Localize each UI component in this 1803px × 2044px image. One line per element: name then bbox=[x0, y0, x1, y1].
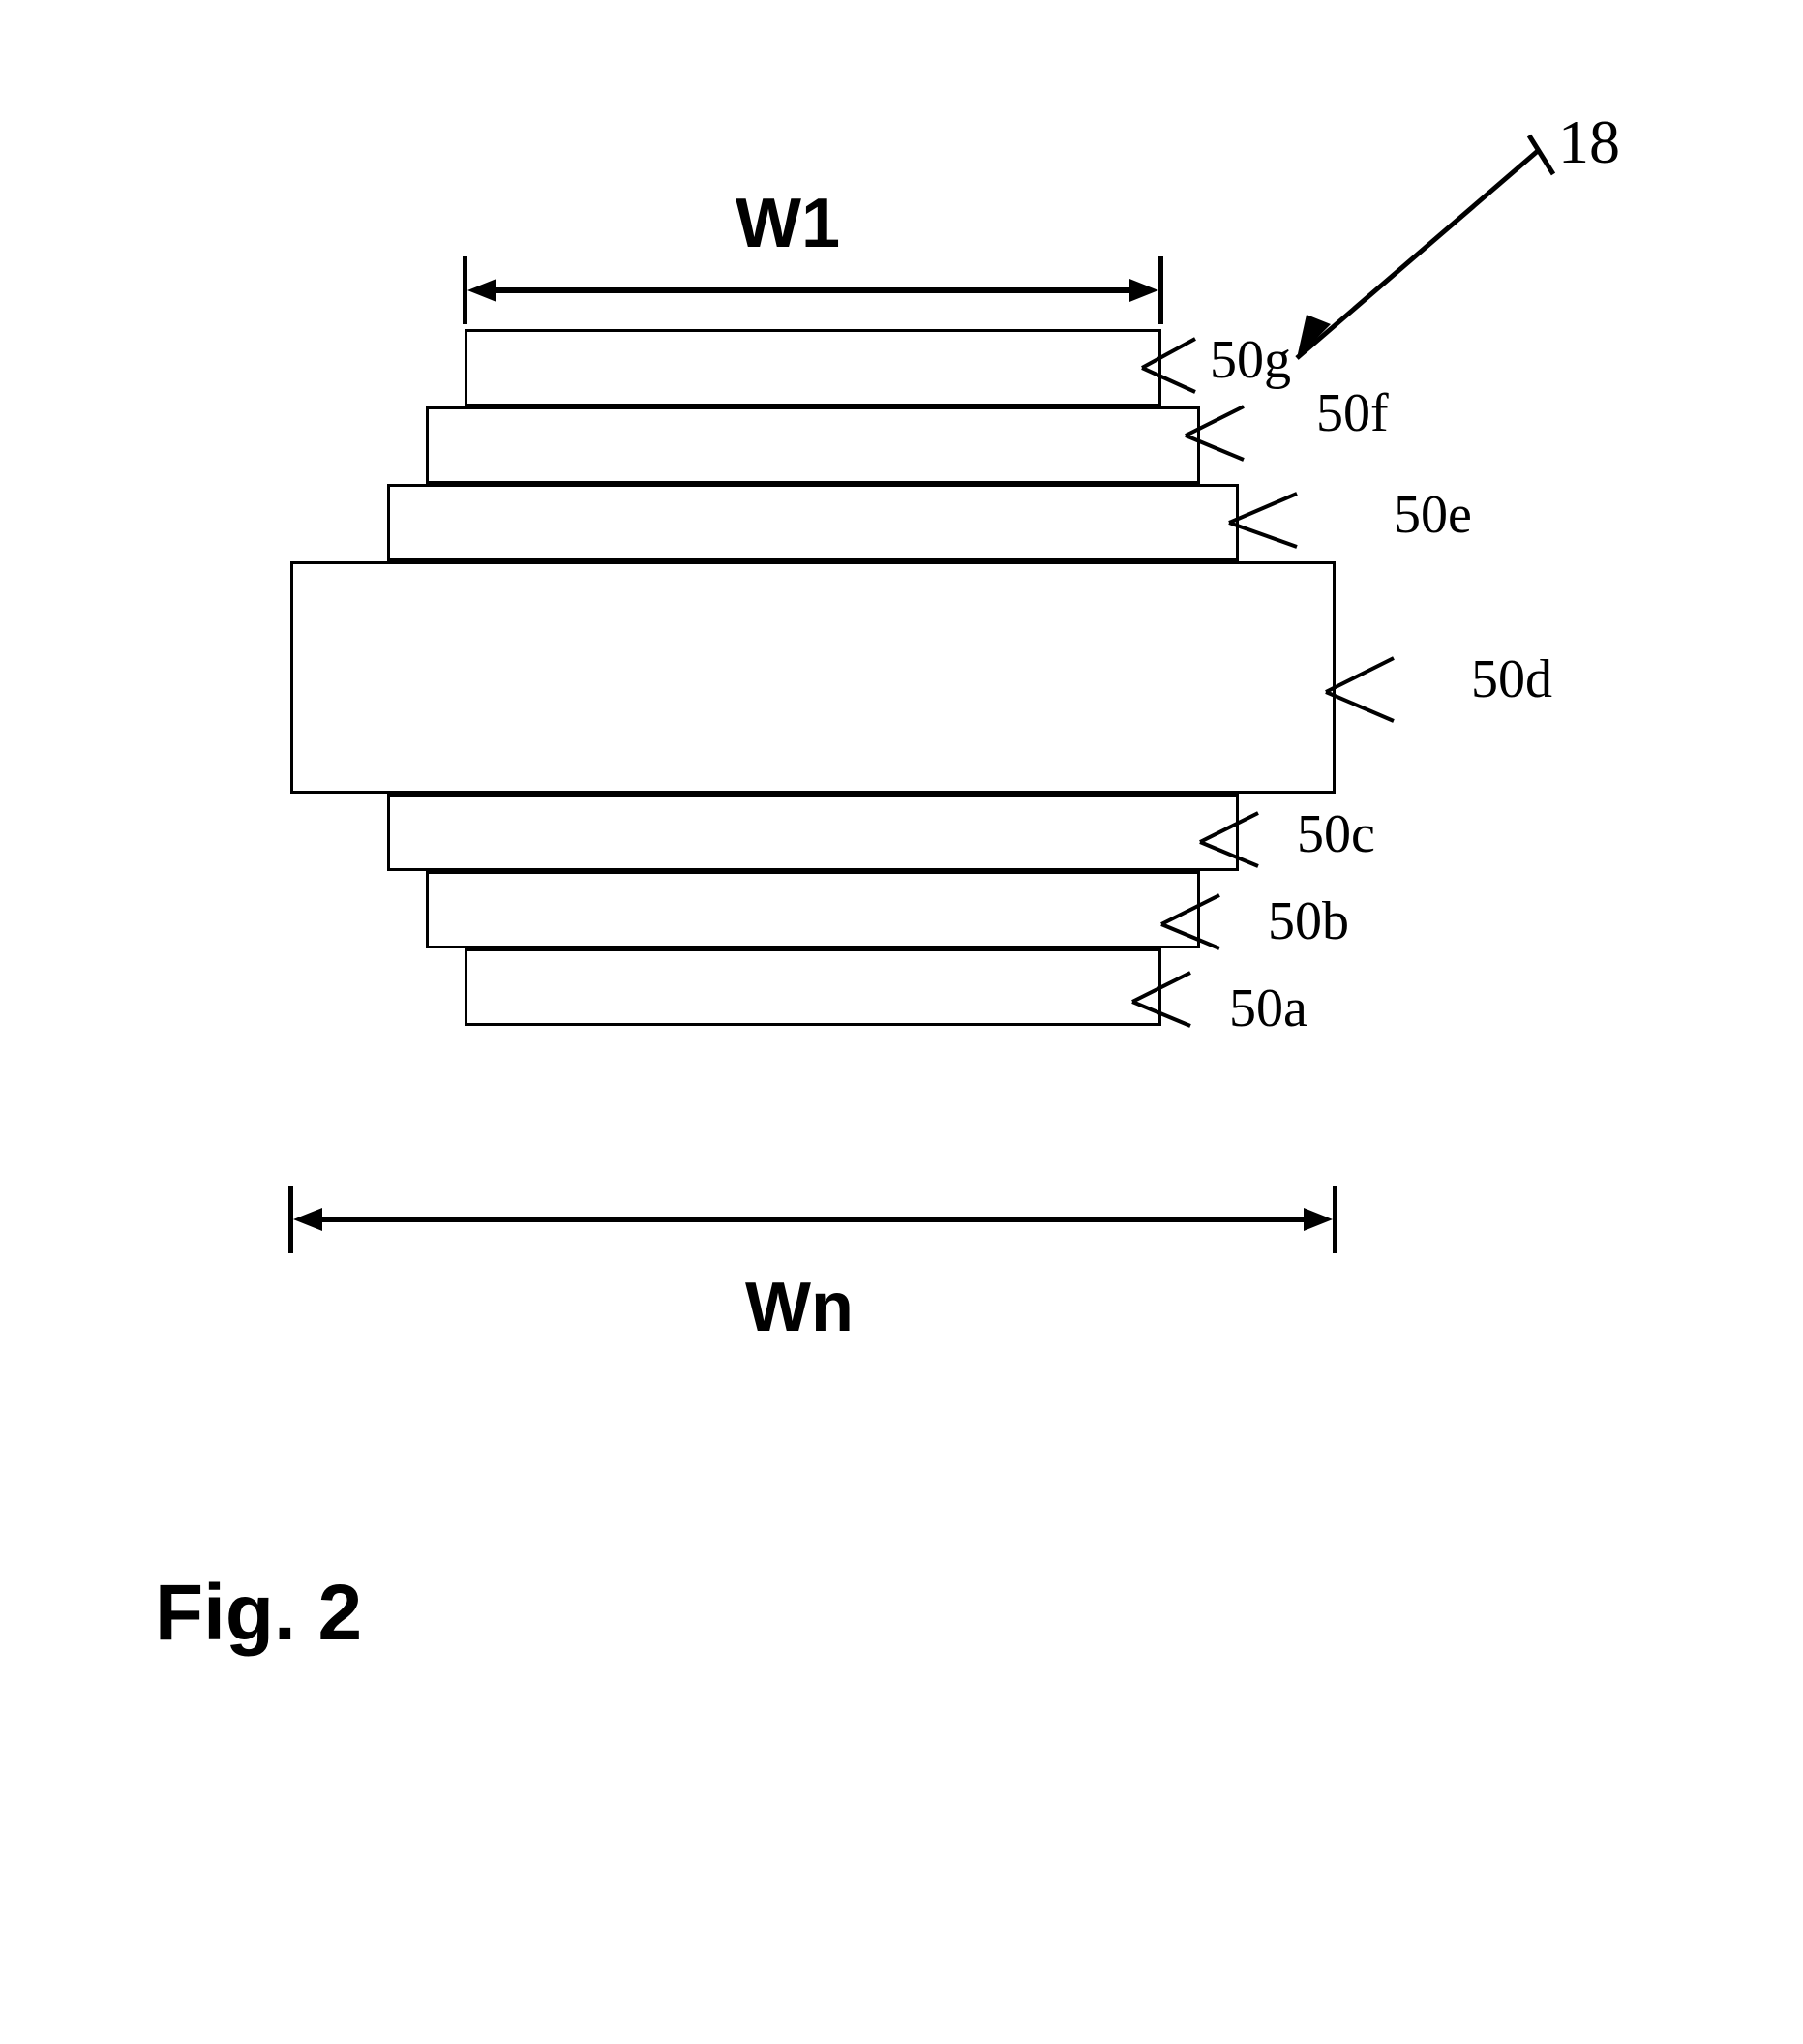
layer-50b bbox=[426, 871, 1200, 948]
label-50f: 50f bbox=[1316, 382, 1389, 444]
dim-bottom-tick-right bbox=[1333, 1186, 1337, 1253]
leader-50e bbox=[1229, 494, 1374, 552]
leader-50f bbox=[1186, 406, 1302, 465]
dim-top-arrow-right bbox=[1129, 279, 1158, 302]
layer-50f bbox=[426, 406, 1200, 484]
leader-50d bbox=[1326, 658, 1471, 726]
layer-50d bbox=[290, 561, 1336, 794]
dim-top-label: W1 bbox=[736, 184, 840, 263]
layer-50g bbox=[465, 329, 1161, 406]
dim-top-tick-right bbox=[1158, 256, 1163, 324]
dim-top-line bbox=[492, 287, 1135, 293]
label-50b: 50b bbox=[1268, 890, 1349, 952]
dim-bottom-line bbox=[317, 1217, 1309, 1222]
dim-bottom-label: Wn bbox=[745, 1268, 854, 1347]
leader-50b bbox=[1161, 895, 1277, 953]
dim-bottom-arrow-left bbox=[293, 1208, 322, 1231]
label-50a: 50a bbox=[1229, 977, 1307, 1039]
figure-canvas: W1 18 50g 50f 50e 50d bbox=[0, 0, 1803, 2044]
layer-50a bbox=[465, 948, 1161, 1026]
figure-caption: Fig. 2 bbox=[155, 1568, 362, 1659]
label-50g: 50g bbox=[1210, 329, 1291, 391]
label-50e: 50e bbox=[1394, 484, 1472, 546]
label-50c: 50c bbox=[1297, 803, 1375, 865]
layer-50e bbox=[387, 484, 1239, 561]
assembly-label: 18 bbox=[1558, 106, 1620, 178]
layer-50c bbox=[387, 794, 1239, 871]
dim-top-arrow-left bbox=[467, 279, 496, 302]
dim-bottom-arrow-right bbox=[1304, 1208, 1333, 1231]
label-50d: 50d bbox=[1471, 648, 1552, 710]
